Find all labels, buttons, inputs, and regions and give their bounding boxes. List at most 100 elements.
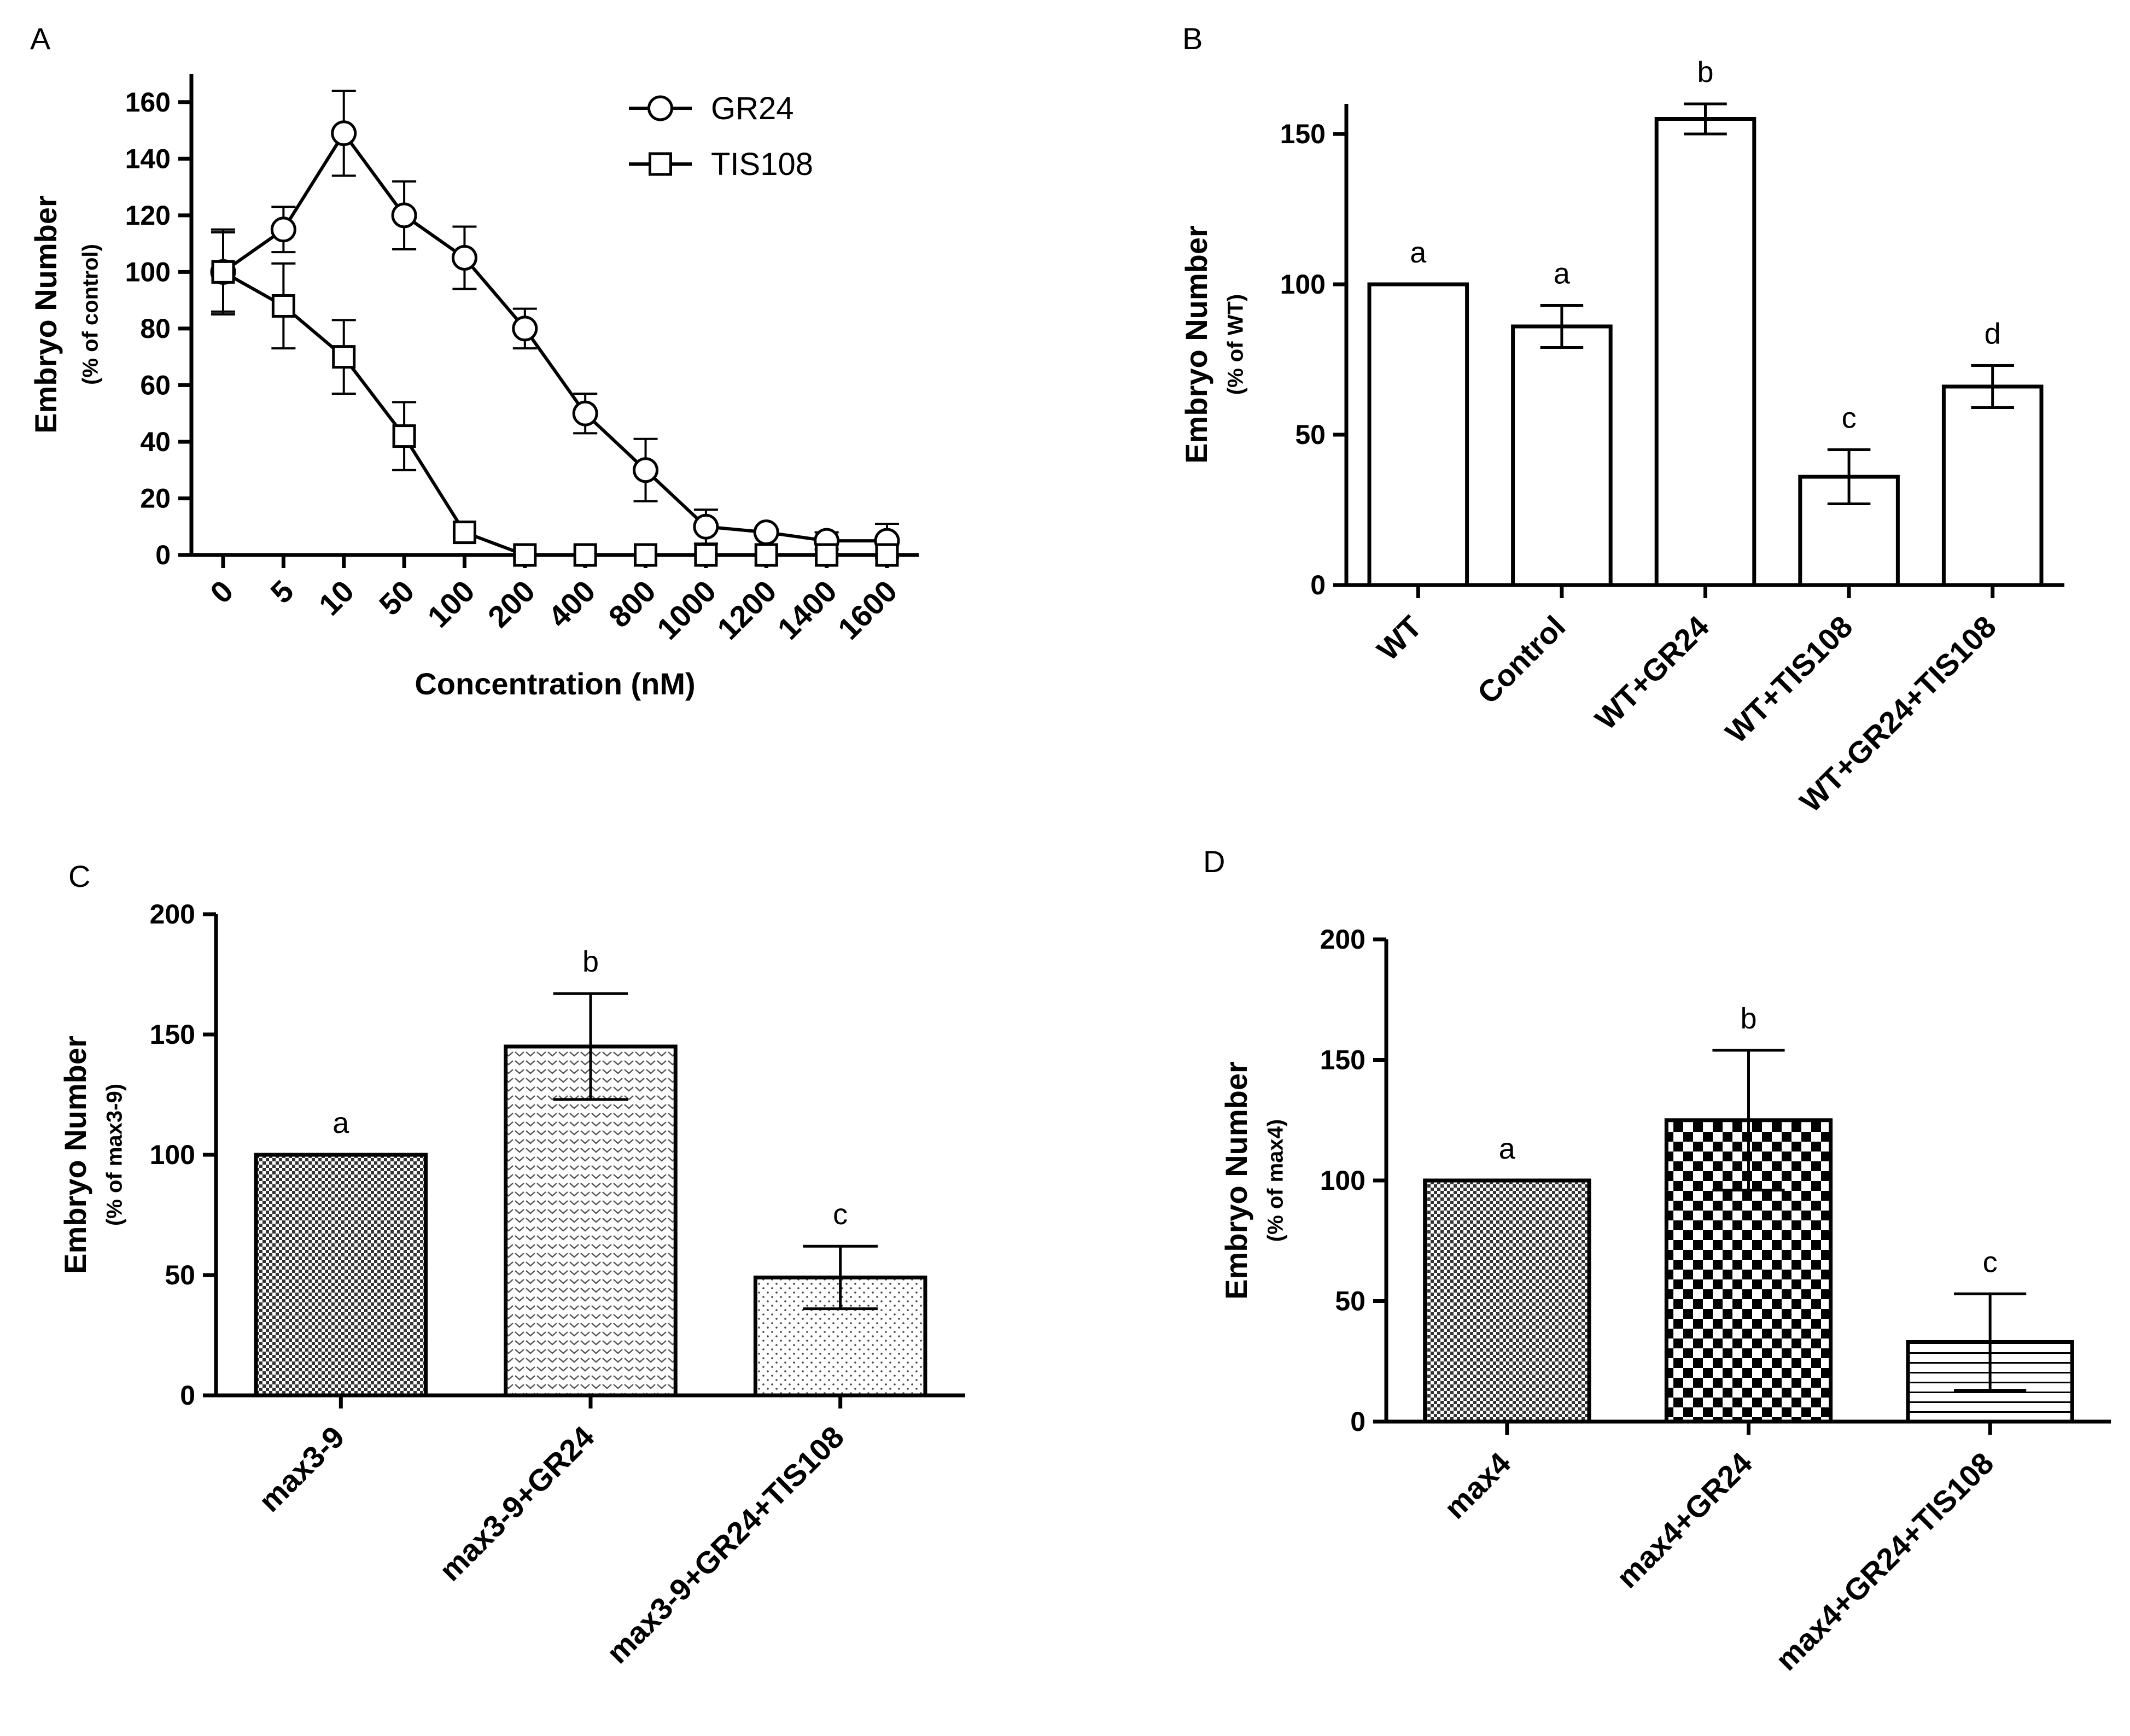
chart-panel-c: 0 50 100 150 200 Embryo Number (% of max3-9) a m…	[58, 899, 965, 1670]
y-tick-label: 40	[140, 426, 171, 457]
y-tick-label: 200	[1320, 924, 1365, 955]
data-point-circle	[633, 457, 659, 483]
data-point-square	[211, 260, 235, 284]
y-tick-label: 0	[155, 540, 171, 570]
legend-label: GR24	[711, 91, 794, 126]
bar	[1654, 117, 1756, 587]
data-point-square	[392, 424, 416, 448]
data-point-circle	[512, 315, 538, 342]
x-tick-label: WT+TIS108	[1719, 609, 1859, 750]
series-line-tis108	[222, 270, 887, 557]
data-point-circle	[451, 244, 477, 271]
x-axis-title: Concentration (nM)	[415, 667, 695, 701]
y-tick-label: 120	[125, 200, 171, 231]
y-axis-subtitle: (% of WT)	[1224, 294, 1248, 395]
significance-letter: b	[1740, 1002, 1756, 1035]
legend-label: TIS108	[711, 147, 813, 182]
significance-letter: a	[1499, 1132, 1516, 1165]
y-tick-label: 60	[140, 370, 171, 400]
significance-letter: a	[1410, 236, 1427, 269]
chart-panel-d: 0 50 100 150 200 Embryo Number (% of max4) a max…	[1219, 924, 2111, 1677]
data-point-circle	[391, 202, 417, 229]
x-tick-label: max4+GR24	[1610, 1446, 1759, 1594]
y-tick-label: 150	[150, 1019, 195, 1050]
y-tick-label: 50	[1295, 419, 1326, 450]
bar	[1423, 1178, 1591, 1424]
significance-letter: a	[1554, 258, 1571, 290]
legend-marker-square	[649, 152, 672, 176]
x-tick-label: max3-9+GR24	[433, 1419, 601, 1588]
x-tick-label: 1600	[831, 574, 904, 646]
y-tick-label: 0	[180, 1380, 195, 1411]
data-point-circle	[753, 519, 779, 546]
y-tick-label: 0	[1310, 570, 1326, 600]
x-tick-label: 1200	[710, 574, 783, 646]
y-tick-label: 200	[150, 899, 195, 930]
data-point-square	[815, 543, 839, 567]
significance-letter: b	[582, 945, 599, 978]
y-axis-subtitle: (% of control)	[79, 244, 103, 385]
bar	[254, 1153, 428, 1398]
bar	[1941, 384, 2044, 587]
chart-panel-b: 0 50 100 150 Embryo Number (% of WT) a WT a Contr…	[1179, 56, 2064, 819]
bar	[504, 1044, 678, 1398]
significance-letter: c	[1983, 1246, 1998, 1278]
y-axis-subtitle: (% of max3-9)	[103, 1084, 127, 1226]
data-point-square	[694, 543, 718, 567]
data-point-square	[452, 521, 476, 545]
bar	[1367, 282, 1469, 587]
x-tick-label: max4+GR24+TIS108	[1769, 1446, 2000, 1677]
data-point-square	[513, 543, 537, 567]
x-tick-label: Control	[1470, 609, 1572, 710]
data-point-square	[573, 543, 597, 567]
data-point-circle	[572, 400, 598, 426]
data-point-circle	[270, 217, 296, 243]
x-tick-label: max3-9+GR24+TIS108	[600, 1419, 850, 1670]
x-tick-label: 10	[312, 574, 361, 622]
data-point-square	[271, 294, 295, 318]
y-tick-label: 150	[1320, 1045, 1365, 1075]
bar	[1511, 324, 1613, 587]
panel-label-c: C	[68, 859, 90, 893]
chart-panel-a: 0 20 40 60 80 100 120 140 160 Embryo Number (% of …	[28, 74, 919, 701]
y-tick-label: 140	[125, 143, 171, 174]
data-point-circle	[693, 513, 719, 540]
y-axis-title: Embryo Number	[28, 195, 63, 434]
significance-letter: a	[332, 1107, 349, 1139]
x-tick-label: 1000	[650, 574, 723, 646]
x-tick-label: max3-9	[252, 1419, 351, 1518]
y-tick-label: 50	[1335, 1286, 1365, 1317]
y-tick-label: 160	[125, 87, 171, 118]
panel-label-a: A	[30, 21, 51, 56]
legend-marker-circle	[647, 95, 673, 121]
y-axis-subtitle: (% of max4)	[1264, 1119, 1288, 1242]
data-point-square	[754, 543, 778, 567]
x-tick-label: 200	[481, 574, 542, 634]
y-axis-title: Embryo Number	[1179, 225, 1213, 464]
x-tick-label: max4	[1437, 1446, 1517, 1525]
x-tick-label: 400	[541, 574, 602, 634]
x-tick-label: WT	[1370, 609, 1428, 667]
significance-letter: d	[1985, 318, 2001, 350]
data-point-square	[634, 543, 658, 567]
significance-letter: b	[1697, 56, 1713, 89]
y-tick-label: 100	[1280, 269, 1326, 300]
y-tick-label: 100	[125, 256, 171, 287]
y-axis-title: Embryo Number	[1219, 1061, 1253, 1300]
panel-label-d: D	[1203, 844, 1225, 879]
data-point-square	[875, 543, 899, 567]
significance-letter: c	[833, 1198, 848, 1231]
x-tick-label: 1400	[771, 574, 843, 646]
x-tick-label: 100	[421, 574, 481, 634]
data-point-square	[332, 345, 356, 369]
y-tick-label: 100	[150, 1139, 195, 1170]
panel-label-b: B	[1182, 21, 1203, 56]
y-axis-title: Embryo Number	[58, 1036, 92, 1274]
y-tick-label: 20	[140, 483, 171, 513]
y-tick-label: 80	[140, 313, 171, 344]
significance-letter: c	[1842, 402, 1857, 435]
y-tick-label: 50	[165, 1260, 195, 1290]
data-point-circle	[331, 120, 357, 147]
y-tick-label: 0	[1350, 1406, 1365, 1437]
